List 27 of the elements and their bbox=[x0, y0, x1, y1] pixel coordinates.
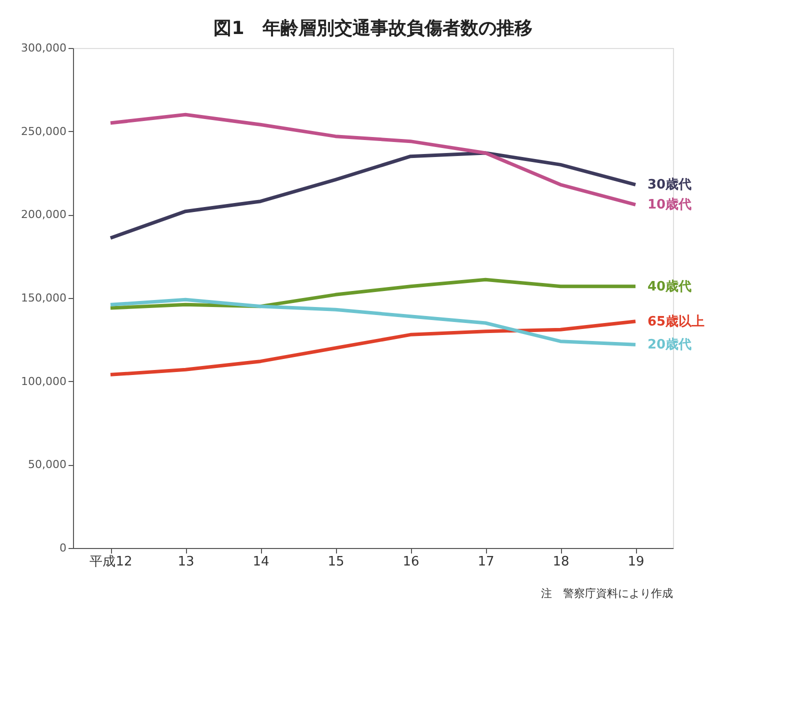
series-label: 10歳代 bbox=[648, 198, 692, 213]
y-tick-label: 250,000 bbox=[21, 124, 66, 138]
line-series bbox=[108, 151, 638, 240]
y-tick-label: 300,000 bbox=[21, 42, 66, 54]
x-tick-label: 17 bbox=[478, 554, 494, 570]
y-tick-label: 100,000 bbox=[21, 374, 66, 388]
x-tick-label: 13 bbox=[178, 554, 194, 570]
line-series bbox=[108, 320, 638, 376]
text: 注 警察庁資料により作成 bbox=[541, 587, 673, 600]
line-series bbox=[108, 112, 638, 206]
series-label: 20歳代 bbox=[648, 338, 692, 353]
series-label: 40歳代 bbox=[648, 279, 692, 294]
x-tick-label: 平成12 bbox=[90, 554, 132, 570]
series-label: 30歳代 bbox=[648, 178, 692, 193]
line-series bbox=[108, 298, 638, 346]
line-series bbox=[108, 278, 638, 310]
series-label: 65歳以上 bbox=[648, 314, 705, 330]
x-tick-label: 19 bbox=[628, 554, 644, 570]
x-tick-label: 16 bbox=[402, 554, 420, 570]
x-tick-label: 14 bbox=[252, 554, 270, 570]
y-tick-label: 150,000 bbox=[21, 292, 66, 304]
x-tick-label: 15 bbox=[328, 554, 344, 570]
chart-title: 図1 年齢層別交通事故負傷者数の推移 bbox=[214, 18, 532, 39]
x-tick-label: 18 bbox=[552, 554, 570, 570]
y-tick-label: 200,000 bbox=[21, 208, 66, 222]
y-tick-label: 0 bbox=[60, 542, 66, 554]
y-tick-label: 50,000 bbox=[28, 458, 66, 472]
